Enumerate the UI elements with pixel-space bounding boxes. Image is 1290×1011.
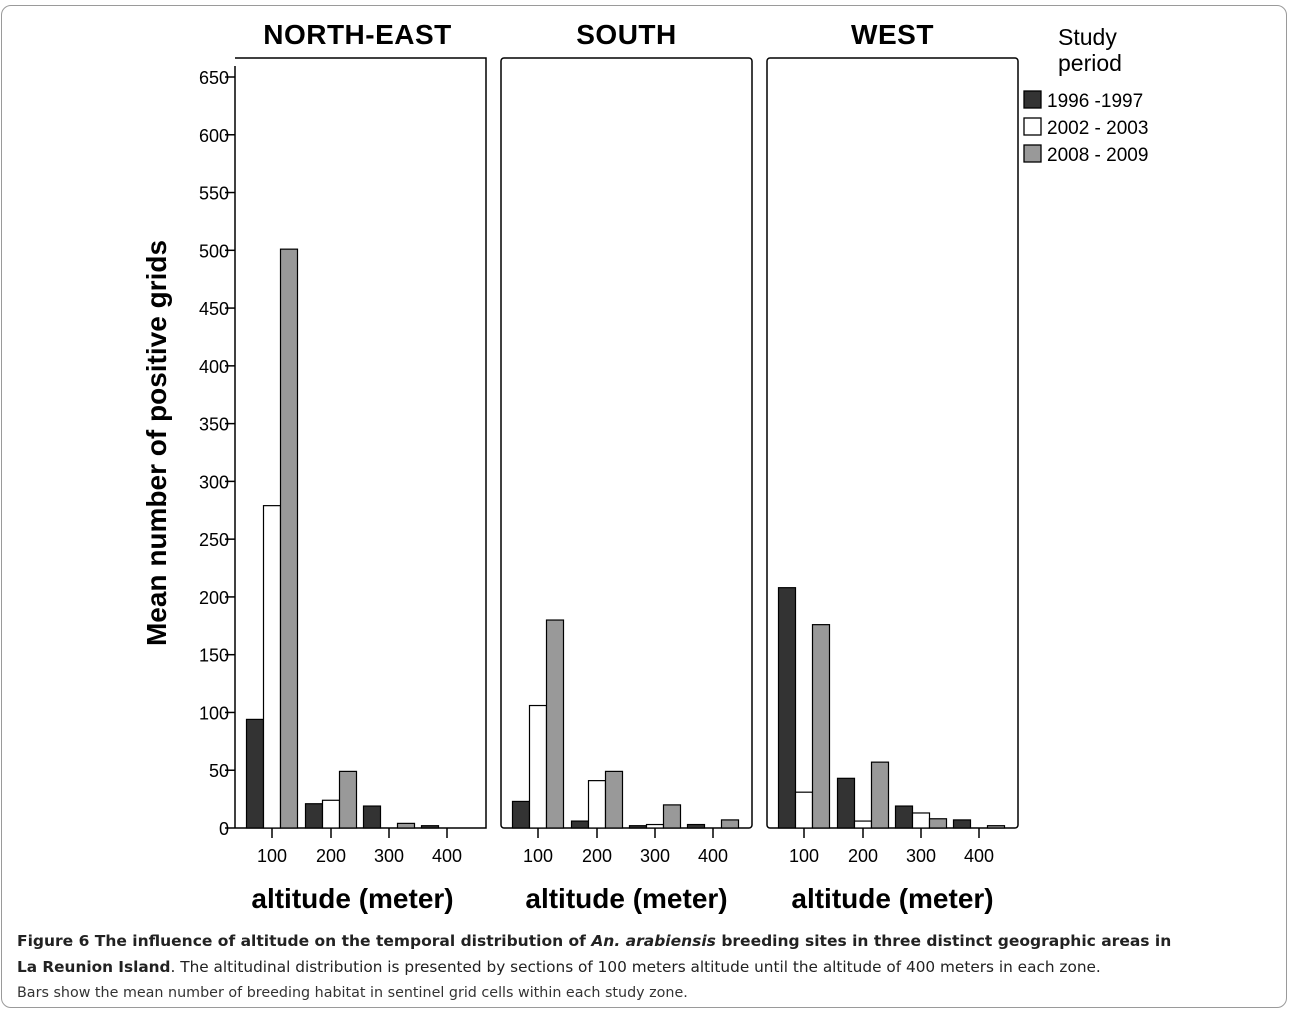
bar-south-200-1996-1997 bbox=[570, 820, 590, 829]
bar-north-east-100-2002-2003 bbox=[262, 505, 282, 829]
y-tick-label-0: 0 bbox=[219, 819, 229, 839]
legend-label-2008-2009: 2008 - 2009 bbox=[1047, 145, 1148, 166]
bar-south-100-2002-2003 bbox=[528, 704, 548, 829]
caption-bold-suffix: breeding sites in three distinct geograp… bbox=[715, 932, 1172, 950]
panel-title-north-east: NORTH-EAST bbox=[263, 19, 452, 50]
x-axis-title-south: altitude (meter) bbox=[525, 883, 727, 914]
x-tick-label-south-200: 200 bbox=[582, 846, 612, 866]
x-axis-title-west: altitude (meter) bbox=[791, 883, 993, 914]
bar-west-100-2002-2003 bbox=[794, 791, 814, 829]
bar-west-200-1996-1997 bbox=[836, 777, 856, 829]
bar-west-100-2008-2009 bbox=[811, 624, 831, 829]
bar-west-300-1996-1997 bbox=[894, 805, 914, 829]
y-tick-label-600: 600 bbox=[199, 126, 229, 146]
bar-south-300-2008-2009 bbox=[662, 804, 682, 829]
panel-title-south: SOUTH bbox=[576, 19, 677, 50]
x-tick-label-south-300: 300 bbox=[640, 846, 670, 866]
bar-south-200-2008-2009 bbox=[604, 770, 624, 829]
figure-frame bbox=[1, 5, 1287, 1008]
legend-label-1996-1997: 1996 -1997 bbox=[1047, 91, 1143, 112]
y-tick-label-500: 500 bbox=[199, 241, 229, 261]
bar-south-400-2008-2009 bbox=[720, 819, 740, 829]
bar-west-100-1996-1997 bbox=[777, 587, 797, 829]
bar-south-100-1996-1997 bbox=[511, 800, 531, 829]
panel-title-west: WEST bbox=[851, 19, 934, 50]
x-tick-label-west-400: 400 bbox=[964, 846, 994, 866]
caption-bold-prefix: Figure 6 The influence of altitude on th… bbox=[17, 932, 592, 950]
bar-west-200-2008-2009 bbox=[870, 761, 890, 829]
y-tick-label-550: 550 bbox=[199, 184, 229, 204]
chart: 0 50 100 150 200 250 300 350 400 450 500 550 600 650 M… bbox=[141, 19, 1148, 914]
legend-label-2002-2003: 2002 - 2003 bbox=[1047, 118, 1148, 139]
panel-frame-south bbox=[500, 57, 753, 829]
y-tick-label-650: 650 bbox=[199, 68, 229, 88]
x-tick-label-north-east-100: 100 bbox=[257, 846, 287, 866]
x-tick-label-north-east-300: 300 bbox=[374, 846, 404, 866]
x-tick-label-north-east-400: 400 bbox=[432, 846, 462, 866]
bar-west-300-2002-2003 bbox=[911, 812, 931, 829]
bar-north-east-200-1996-1997 bbox=[304, 803, 324, 829]
caption-line-1: Figure 6 The influence of altitude on th… bbox=[17, 928, 1279, 954]
bar-north-east-300-1996-1997 bbox=[362, 805, 382, 829]
bar-north-east-100-1996-1997 bbox=[245, 718, 265, 829]
caption-species-name: An. arabiensis bbox=[591, 932, 716, 950]
caption-line-2: La Reunion Island. The altitudinal distr… bbox=[17, 954, 1279, 980]
bar-south-300-1996-1997 bbox=[628, 825, 648, 829]
x-tick-label-south-400: 400 bbox=[698, 846, 728, 866]
y-tick-label-300: 300 bbox=[199, 472, 229, 492]
bar-west-300-2008-2009 bbox=[928, 818, 948, 829]
y-tick-label-50: 50 bbox=[209, 761, 229, 781]
legend-title-line-2: period bbox=[1058, 50, 1122, 76]
legend-swatch-2002-2003 bbox=[1023, 117, 1042, 136]
panel-frame-north-east bbox=[235, 57, 487, 829]
legend-swatch-1996-1997 bbox=[1023, 90, 1042, 109]
y-tick-label-150: 150 bbox=[199, 646, 229, 666]
caption-location: La Reunion Island bbox=[17, 958, 171, 976]
y-tick-label-250: 250 bbox=[199, 530, 229, 550]
x-tick-label-west-100: 100 bbox=[789, 846, 819, 866]
bar-north-east-200-2002-2003 bbox=[321, 799, 341, 829]
legend-title-line-1: Study bbox=[1058, 24, 1117, 50]
y-tick-label-100: 100 bbox=[199, 703, 229, 723]
figure-caption: Figure 6 The influence of altitude on th… bbox=[17, 928, 1279, 1006]
bar-north-east-400-1996-1997 bbox=[420, 825, 440, 829]
bar-north-east-100-2008-2009 bbox=[279, 248, 299, 829]
bar-north-east-300-2008-2009 bbox=[396, 822, 416, 829]
y-axis-title: Mean number of positive grids bbox=[141, 240, 172, 646]
bar-south-300-2002-2003 bbox=[645, 823, 665, 829]
y-tick-label-400: 400 bbox=[199, 357, 229, 377]
caption-line-3: Bars show the mean number of breeding ha… bbox=[17, 985, 688, 1001]
x-tick-label-north-east-200: 200 bbox=[316, 846, 346, 866]
x-tick-label-west-200: 200 bbox=[848, 846, 878, 866]
panel-frame-west bbox=[766, 57, 1019, 829]
bar-south-400-1996-1997 bbox=[686, 823, 706, 829]
bar-west-200-2002-2003 bbox=[853, 820, 873, 829]
bar-north-east-200-2008-2009 bbox=[338, 770, 358, 829]
caption-description: . The altitudinal distribution is presen… bbox=[170, 958, 1101, 976]
bar-south-200-2002-2003 bbox=[587, 780, 607, 829]
x-axis-title-north-east: altitude (meter) bbox=[251, 883, 453, 914]
legend-swatch-2008-2009 bbox=[1023, 144, 1042, 163]
x-tick-label-west-300: 300 bbox=[906, 846, 936, 866]
bar-west-400-2008-2009 bbox=[986, 825, 1006, 829]
y-tick-label-450: 450 bbox=[199, 299, 229, 319]
x-tick-label-south-100: 100 bbox=[523, 846, 553, 866]
y-tick-label-350: 350 bbox=[199, 415, 229, 435]
y-tick-label-200: 200 bbox=[199, 588, 229, 608]
bar-south-100-2008-2009 bbox=[545, 619, 565, 829]
bar-west-400-1996-1997 bbox=[952, 819, 972, 829]
